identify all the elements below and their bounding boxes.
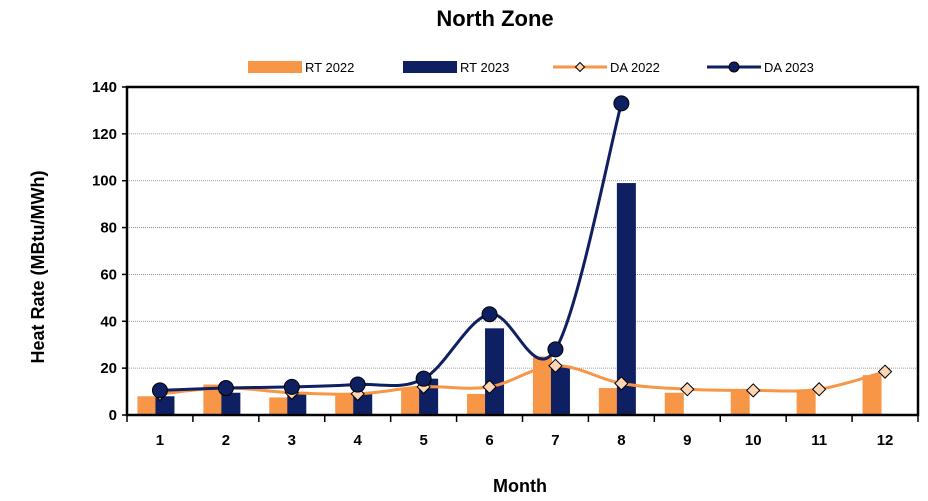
legend-item: DA 2023 [707, 60, 814, 75]
x-tick-label: 11 [811, 432, 827, 449]
legend-swatch [403, 61, 457, 73]
point-marker [614, 376, 629, 391]
y-tick-label: 40 [100, 313, 117, 330]
legend-marker [728, 61, 740, 73]
legend-item: RT 2022 [248, 60, 354, 75]
line-layer [151, 95, 893, 402]
y-tick-label: 20 [100, 360, 117, 377]
x-tick-label: 12 [877, 432, 894, 449]
y-tick-label: 100 [92, 173, 117, 190]
bar [467, 393, 487, 415]
legend-label: DA 2022 [610, 60, 660, 75]
point-marker [613, 95, 630, 112]
legend-label: RT 2023 [460, 60, 509, 75]
legend: RT 2022 RT 2023 DA 2022 DA 2023 [248, 60, 814, 75]
point-marker [151, 382, 168, 399]
bar [616, 183, 636, 415]
bar [203, 384, 223, 415]
legend-item: DA 2022 [553, 60, 660, 75]
point-marker [547, 341, 564, 358]
point-marker [680, 382, 695, 397]
bar [730, 391, 750, 415]
bar [532, 356, 552, 415]
legend-label: DA 2023 [764, 60, 814, 75]
y-tick-label: 60 [100, 266, 117, 283]
x-tick-label: 9 [683, 432, 691, 449]
bar [221, 392, 241, 415]
x-tick-label: 1 [156, 432, 164, 449]
point-marker [877, 364, 893, 379]
plot-frame [125, 85, 920, 417]
y-tick-label: 140 [92, 79, 117, 96]
x-tick-label: 10 [745, 432, 762, 449]
series-line [159, 364, 886, 396]
point-marker [283, 378, 300, 395]
point-marker [548, 358, 563, 374]
bar [269, 397, 289, 415]
bar [550, 365, 570, 415]
gridlines [127, 86, 918, 369]
bar-layer [137, 183, 882, 415]
legend-item: RT 2023 [403, 60, 509, 75]
bar [485, 328, 505, 415]
x-tick-label: 5 [419, 432, 427, 449]
bar [401, 389, 421, 415]
point-marker [811, 382, 827, 397]
bar [598, 388, 618, 415]
y-tick-label: 120 [92, 126, 117, 143]
legend-swatch [248, 61, 302, 73]
y-tick-label: 80 [100, 220, 117, 237]
legend-marker [574, 61, 586, 73]
point-marker [746, 383, 761, 398]
x-tick-label: 7 [551, 432, 559, 449]
bar [155, 396, 175, 415]
x-tick-label: 2 [222, 432, 230, 449]
bar [137, 396, 157, 415]
bar [796, 391, 816, 415]
point-marker [415, 370, 432, 387]
bar [862, 375, 882, 415]
x-tick-label: 4 [354, 432, 363, 449]
point-marker [349, 376, 366, 393]
chart-title: North Zone [436, 6, 553, 31]
x-tick-label: 3 [288, 432, 296, 449]
point-marker [217, 380, 234, 397]
bar [664, 392, 684, 415]
y-tick-label: 0 [109, 407, 117, 424]
legend-label: RT 2022 [305, 60, 354, 75]
bar [335, 393, 355, 415]
x-tick-label: 6 [485, 432, 493, 449]
point-marker [481, 306, 498, 323]
y-axis-title: Heat Rate (MBtu/MWh) [28, 171, 48, 364]
x-tick-label: 8 [617, 432, 625, 449]
point-marker [482, 379, 497, 395]
x-axis-title: Month [493, 476, 547, 496]
